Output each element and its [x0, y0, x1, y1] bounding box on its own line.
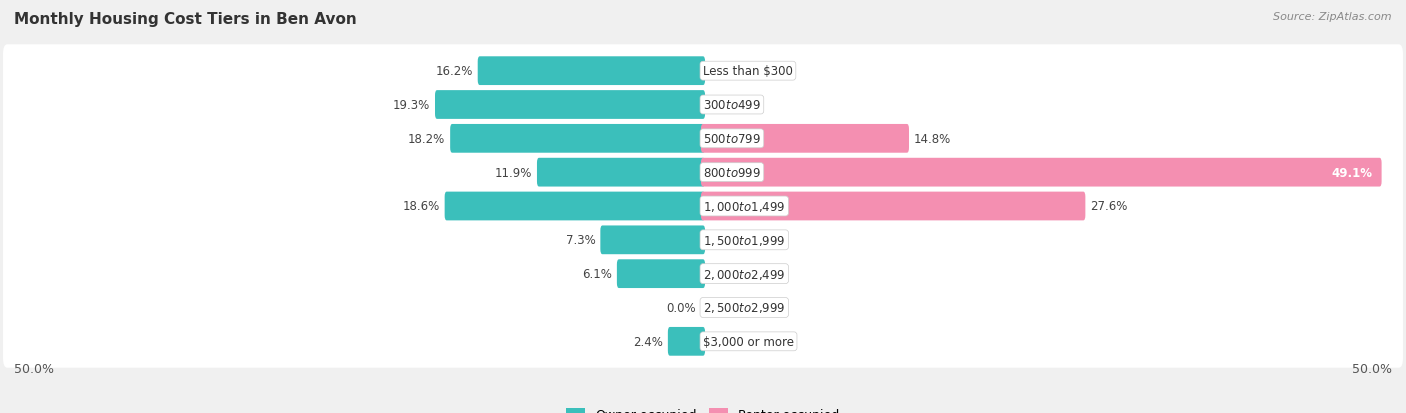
Text: $2,000 to $2,499: $2,000 to $2,499 [703, 267, 786, 281]
Text: 0.0%: 0.0% [710, 268, 740, 280]
Text: 18.6%: 18.6% [402, 200, 440, 213]
Text: 6.1%: 6.1% [582, 268, 612, 280]
Text: $500 to $799: $500 to $799 [703, 133, 761, 145]
Text: 0.0%: 0.0% [710, 65, 740, 78]
FancyBboxPatch shape [444, 192, 704, 221]
FancyBboxPatch shape [702, 159, 1382, 187]
FancyBboxPatch shape [3, 214, 1403, 266]
FancyBboxPatch shape [537, 159, 704, 187]
Text: 0.0%: 0.0% [666, 301, 696, 314]
Text: 11.9%: 11.9% [495, 166, 531, 179]
FancyBboxPatch shape [434, 91, 704, 120]
Text: 0.0%: 0.0% [710, 234, 740, 247]
FancyBboxPatch shape [3, 281, 1403, 334]
FancyBboxPatch shape [600, 226, 704, 254]
Text: 7.3%: 7.3% [565, 234, 596, 247]
Text: $3,000 or more: $3,000 or more [703, 335, 794, 348]
Text: 18.2%: 18.2% [408, 133, 446, 145]
FancyBboxPatch shape [3, 248, 1403, 300]
Text: $800 to $999: $800 to $999 [703, 166, 761, 179]
Text: Monthly Housing Cost Tiers in Ben Avon: Monthly Housing Cost Tiers in Ben Avon [14, 12, 357, 27]
Text: 49.1%: 49.1% [1331, 166, 1372, 179]
FancyBboxPatch shape [3, 113, 1403, 165]
Text: 50.0%: 50.0% [14, 363, 53, 375]
FancyBboxPatch shape [3, 147, 1403, 199]
Text: Less than $300: Less than $300 [703, 65, 793, 78]
Text: $2,500 to $2,999: $2,500 to $2,999 [703, 301, 786, 315]
FancyBboxPatch shape [450, 125, 704, 153]
Text: 16.2%: 16.2% [436, 65, 472, 78]
FancyBboxPatch shape [668, 327, 704, 356]
FancyBboxPatch shape [617, 260, 704, 288]
Text: 50.0%: 50.0% [1353, 363, 1392, 375]
Text: 2.4%: 2.4% [633, 335, 664, 348]
Text: 19.3%: 19.3% [392, 99, 430, 112]
FancyBboxPatch shape [3, 45, 1403, 98]
FancyBboxPatch shape [702, 125, 910, 153]
Text: Source: ZipAtlas.com: Source: ZipAtlas.com [1274, 12, 1392, 22]
FancyBboxPatch shape [3, 180, 1403, 233]
FancyBboxPatch shape [702, 192, 1085, 221]
Text: 27.6%: 27.6% [1090, 200, 1128, 213]
Text: 0.0%: 0.0% [710, 301, 740, 314]
Text: 0.0%: 0.0% [710, 99, 740, 112]
Text: $300 to $499: $300 to $499 [703, 99, 761, 112]
Text: $1,000 to $1,499: $1,000 to $1,499 [703, 199, 786, 214]
FancyBboxPatch shape [3, 315, 1403, 368]
FancyBboxPatch shape [478, 57, 704, 86]
FancyBboxPatch shape [3, 79, 1403, 132]
Legend: Owner-occupied, Renter-occupied: Owner-occupied, Renter-occupied [561, 404, 845, 413]
Text: $1,500 to $1,999: $1,500 to $1,999 [703, 233, 786, 247]
Text: 14.8%: 14.8% [914, 133, 950, 145]
Text: 0.0%: 0.0% [710, 335, 740, 348]
